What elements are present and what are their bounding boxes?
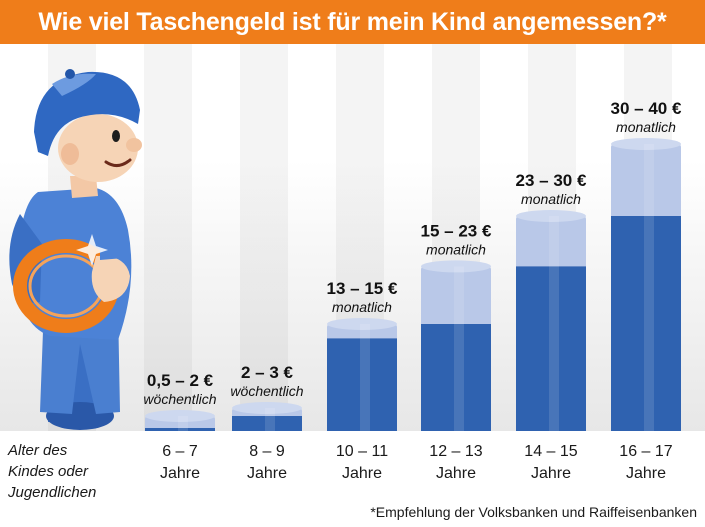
x-tick-age: 16 – 17 bbox=[619, 443, 673, 460]
x-axis-caption-line: Jugendlichen bbox=[8, 484, 97, 501]
bar-cap bbox=[145, 410, 215, 422]
footnote: *Empfehlung der Volksbanken und Raiffeis… bbox=[370, 504, 697, 520]
bar-value-label: 13 – 15 € bbox=[327, 279, 398, 298]
mascot-boy-illustration bbox=[9, 69, 142, 430]
bar-value-label: 0,5 – 2 € bbox=[147, 371, 214, 390]
bar-period-label: wöchentlich bbox=[143, 391, 216, 407]
x-tick-unit: Jahre bbox=[625, 465, 667, 482]
bar-highlight bbox=[454, 266, 464, 431]
bar-highlight bbox=[549, 216, 559, 431]
bar-cap bbox=[421, 260, 491, 273]
bar-value-label: 23 – 30 € bbox=[516, 171, 587, 190]
bar-min-segment bbox=[232, 416, 302, 431]
x-tick-label: 16 – 17 Jahre bbox=[606, 441, 686, 485]
x-tick-label: 8 – 9 Jahre bbox=[227, 441, 307, 485]
bar-period-label: wöchentlich bbox=[230, 383, 303, 399]
bar-cap bbox=[327, 318, 397, 330]
x-tick-unit: Jahre bbox=[530, 465, 572, 482]
bar-value-label: 2 – 3 € bbox=[241, 363, 294, 382]
header-bar: Wie viel Taschengeld ist für mein Kind a… bbox=[0, 0, 705, 44]
bar-min-segment bbox=[327, 338, 397, 431]
bar-highlight bbox=[360, 324, 370, 431]
bar-cap bbox=[611, 138, 681, 150]
bar-group: 0,5 – 2 €wöchentlich bbox=[143, 371, 217, 431]
bar-group: 13 – 15 €monatlich bbox=[327, 279, 398, 431]
bar-group: 15 – 23 €monatlich bbox=[421, 221, 492, 431]
bar-value-label: 15 – 23 € bbox=[421, 221, 492, 240]
bar-cap bbox=[516, 210, 586, 222]
bar-highlight bbox=[178, 416, 188, 431]
x-tick-label: 6 – 7 Jahre bbox=[140, 441, 220, 485]
x-tick-age: 6 – 7 bbox=[162, 443, 198, 460]
x-tick-age: 8 – 9 bbox=[249, 443, 285, 460]
bar-period-label: monatlich bbox=[616, 119, 676, 135]
bar-min-segment bbox=[516, 266, 586, 431]
x-tick-label: 10 – 11 Jahre bbox=[322, 441, 402, 485]
x-tick-unit: Jahre bbox=[246, 465, 288, 482]
x-tick-age: 10 – 11 bbox=[335, 443, 389, 460]
bar-group: 2 – 3 €wöchentlich bbox=[230, 363, 304, 431]
chart-title: Wie viel Taschengeld ist für mein Kind a… bbox=[38, 8, 667, 36]
sparkle-icon bbox=[76, 234, 108, 266]
bar-min-segment bbox=[611, 216, 681, 431]
x-tick-label: 14 – 15 Jahre bbox=[511, 441, 591, 485]
bar-cap bbox=[232, 402, 302, 414]
x-axis-caption-line: Kindes oder bbox=[8, 463, 89, 480]
x-axis-caption: Alter des Kindes oder Jugendlichen bbox=[8, 440, 128, 503]
x-tick-label: 12 – 13 Jahre bbox=[416, 441, 496, 485]
x-tick-age: 14 – 15 bbox=[524, 443, 578, 460]
bar-period-label: monatlich bbox=[426, 241, 486, 257]
bar-highlight bbox=[644, 144, 654, 431]
bar-group: 23 – 30 €monatlich bbox=[516, 171, 587, 431]
bar-highlight bbox=[265, 408, 275, 431]
bar-period-label: monatlich bbox=[521, 191, 581, 207]
bar-min-segment bbox=[421, 324, 491, 431]
x-tick-unit: Jahre bbox=[159, 465, 201, 482]
x-tick-unit: Jahre bbox=[341, 465, 383, 482]
x-axis-caption-line: Alter des bbox=[8, 442, 68, 459]
bar-group: 30 – 40 €monatlich bbox=[611, 99, 682, 431]
bar-value-label: 30 – 40 € bbox=[611, 99, 682, 118]
bar-period-label: monatlich bbox=[332, 299, 392, 315]
x-tick-age: 12 – 13 bbox=[429, 443, 483, 460]
x-tick-unit: Jahre bbox=[435, 465, 477, 482]
bar-min-segment bbox=[145, 428, 215, 431]
